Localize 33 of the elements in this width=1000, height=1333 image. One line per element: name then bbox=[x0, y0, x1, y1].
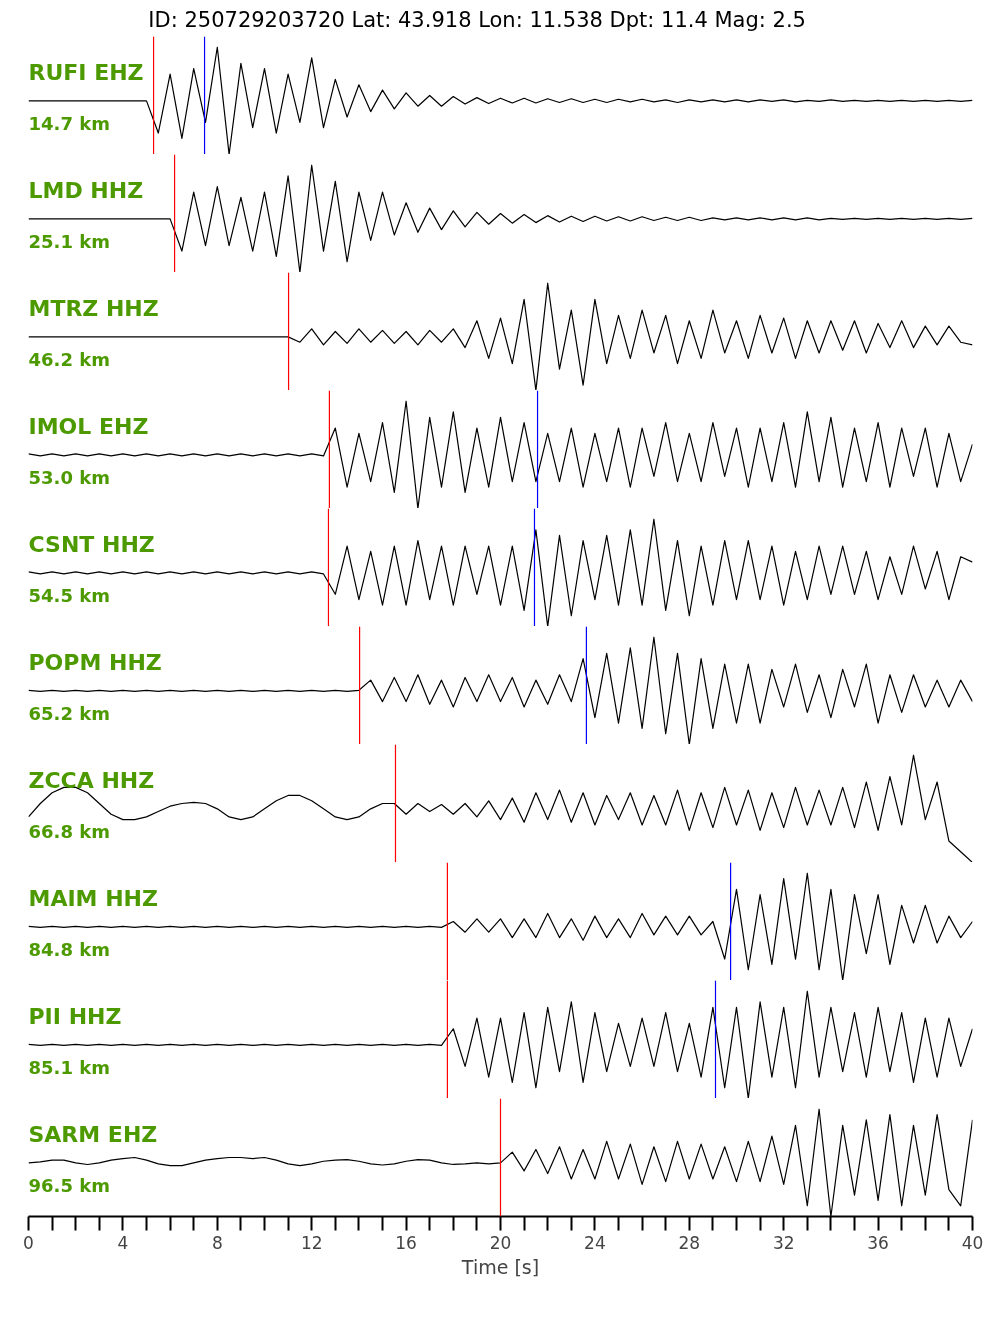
annotation: POPM HHZ bbox=[28, 649, 162, 675]
annotation: SARM EHZ bbox=[28, 1121, 158, 1147]
x-tick-label: 24 bbox=[584, 1232, 606, 1253]
annotation: IMOL EHZ bbox=[28, 413, 149, 439]
annotation: 53.0 km bbox=[28, 466, 110, 488]
annotation: 14.7 km bbox=[28, 112, 110, 134]
x-tick-label: 20 bbox=[489, 1232, 512, 1253]
annotation: 25.1 km bbox=[28, 230, 110, 252]
annotation: 85.1 km bbox=[28, 1056, 110, 1078]
x-tick-label: 12 bbox=[300, 1232, 323, 1253]
annotation: CSNT HHZ bbox=[28, 531, 155, 557]
annotation: MTRZ HHZ bbox=[28, 295, 159, 321]
x-tick-label: 0 bbox=[23, 1232, 34, 1253]
annotation: 66.8 km bbox=[28, 820, 110, 842]
x-tick-label: 4 bbox=[117, 1232, 129, 1253]
annotation: PII HHZ bbox=[28, 1003, 122, 1029]
annotation: 84.8 km bbox=[28, 938, 110, 960]
annotation: 65.2 km bbox=[28, 702, 110, 724]
x-tick-label: 16 bbox=[395, 1232, 417, 1253]
x-tick-label: 36 bbox=[867, 1232, 889, 1253]
x-tick-label: 8 bbox=[211, 1232, 223, 1253]
annotation: MAIM HHZ bbox=[28, 885, 158, 911]
x-axis-title: Time [s] bbox=[460, 1255, 540, 1278]
chart-title: ID: 250729203720 Lat: 43.918 Lon: 11.538 Dpt: 11.4 Mag: 2.5 bbox=[148, 7, 806, 32]
x-tick-label: 40 bbox=[961, 1232, 984, 1253]
annotation: 96.5 km bbox=[28, 1174, 110, 1196]
x-tick-label: 28 bbox=[678, 1232, 701, 1253]
x-tick-label: 32 bbox=[772, 1232, 795, 1253]
annotation: 46.2 km bbox=[28, 348, 110, 370]
annotation: LMD HHZ bbox=[28, 177, 144, 203]
annotation: RUFI EHZ bbox=[28, 59, 144, 85]
annotation: ZCCA HHZ bbox=[28, 767, 155, 793]
annotation: 54.5 km bbox=[28, 584, 110, 606]
